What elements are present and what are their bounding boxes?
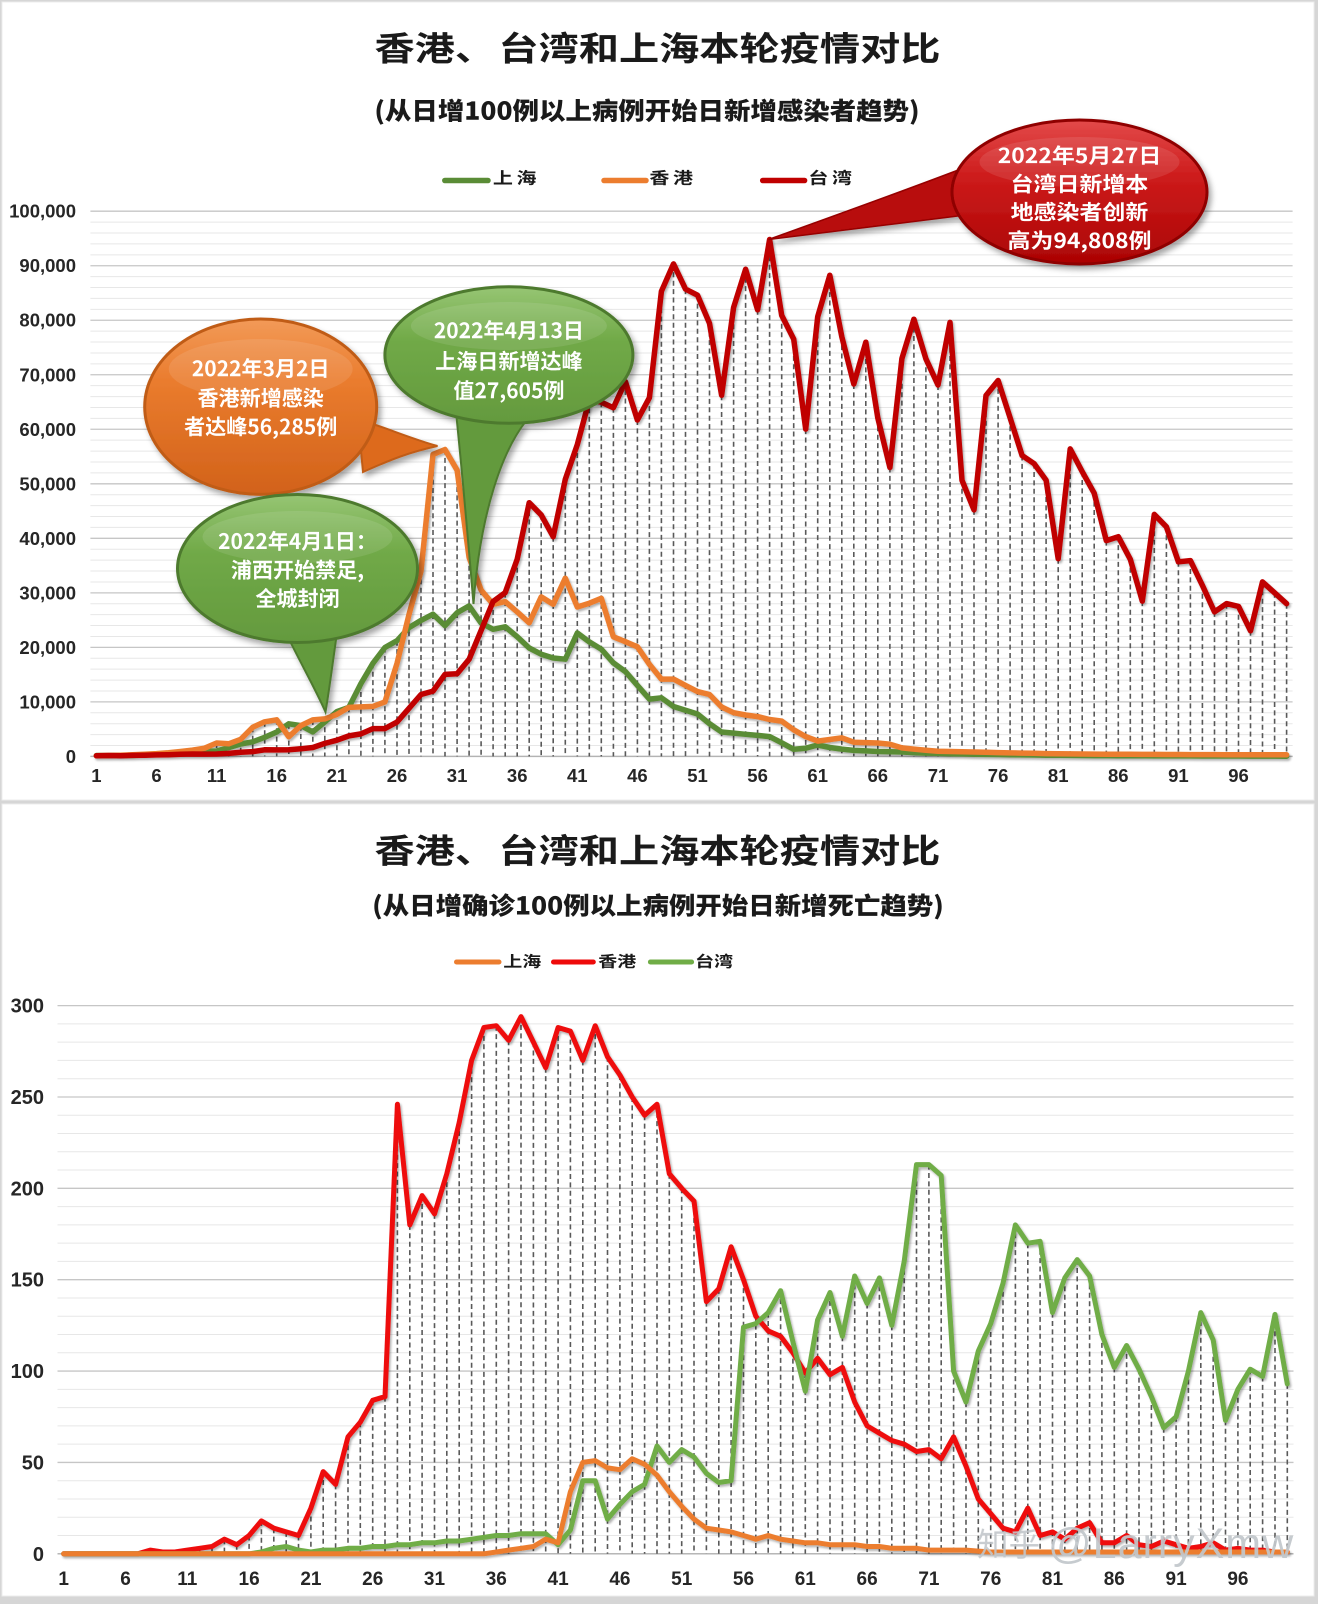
- svg-text:40,000: 40,000: [19, 528, 76, 549]
- svg-text:76: 76: [980, 1569, 1001, 1590]
- svg-text:50: 50: [22, 1452, 44, 1474]
- svg-text:60,000: 60,000: [19, 419, 76, 440]
- svg-text:6: 6: [151, 765, 161, 786]
- svg-text:66: 66: [857, 1569, 878, 1590]
- svg-text:200: 200: [11, 1178, 44, 1200]
- svg-text:70,000: 70,000: [19, 364, 76, 385]
- svg-text:30,000: 30,000: [19, 582, 76, 603]
- svg-text:61: 61: [807, 765, 828, 786]
- svg-text:46: 46: [609, 1569, 630, 1590]
- svg-text:81: 81: [1048, 765, 1069, 786]
- svg-text:11: 11: [207, 765, 227, 786]
- svg-text:41: 41: [548, 1569, 570, 1590]
- svg-text:91: 91: [1168, 765, 1189, 786]
- svg-text:0: 0: [33, 1544, 44, 1566]
- svg-text:51: 51: [671, 1569, 693, 1590]
- svg-text:100,000: 100,000: [9, 201, 76, 222]
- svg-text:50,000: 50,000: [19, 473, 76, 494]
- svg-text:11: 11: [177, 1569, 198, 1590]
- svg-text:20,000: 20,000: [19, 637, 76, 658]
- svg-text:1: 1: [91, 765, 101, 786]
- svg-text:6: 6: [120, 1569, 131, 1590]
- svg-text:16: 16: [239, 1569, 260, 1590]
- svg-text:76: 76: [988, 765, 1009, 786]
- svg-text:26: 26: [362, 1569, 383, 1590]
- svg-text:31: 31: [447, 765, 468, 786]
- svg-text:41: 41: [567, 765, 588, 786]
- svg-text:26: 26: [387, 765, 408, 786]
- svg-text:80,000: 80,000: [19, 310, 76, 331]
- svg-text:66: 66: [868, 765, 889, 786]
- svg-text:56: 56: [747, 765, 768, 786]
- svg-text:71: 71: [928, 765, 949, 786]
- svg-text:150: 150: [11, 1270, 44, 1292]
- svg-text:71: 71: [918, 1569, 940, 1590]
- svg-text:96: 96: [1227, 1569, 1248, 1590]
- svg-text:21: 21: [327, 765, 348, 786]
- svg-text:21: 21: [300, 1569, 322, 1590]
- svg-text:250: 250: [11, 1087, 44, 1109]
- svg-text:51: 51: [687, 765, 708, 786]
- svg-text:10,000: 10,000: [19, 691, 76, 712]
- svg-text:36: 36: [486, 1569, 507, 1590]
- svg-text:100: 100: [11, 1361, 44, 1383]
- svg-text:86: 86: [1104, 1569, 1125, 1590]
- svg-text:36: 36: [507, 765, 528, 786]
- svg-text:86: 86: [1108, 765, 1129, 786]
- svg-text:31: 31: [424, 1569, 446, 1590]
- svg-text:0: 0: [66, 746, 76, 767]
- svg-text:90,000: 90,000: [19, 255, 76, 276]
- svg-text:56: 56: [733, 1569, 754, 1590]
- svg-text:91: 91: [1166, 1569, 1188, 1590]
- svg-text:@LarryXmw: @LarryXmw: [1048, 1520, 1294, 1568]
- svg-text:61: 61: [795, 1569, 817, 1590]
- svg-text:96: 96: [1228, 765, 1249, 786]
- svg-text:16: 16: [266, 765, 287, 786]
- svg-text:46: 46: [627, 765, 648, 786]
- svg-text:300: 300: [11, 996, 44, 1018]
- svg-text:81: 81: [1042, 1569, 1064, 1590]
- svg-text:1: 1: [58, 1569, 69, 1590]
